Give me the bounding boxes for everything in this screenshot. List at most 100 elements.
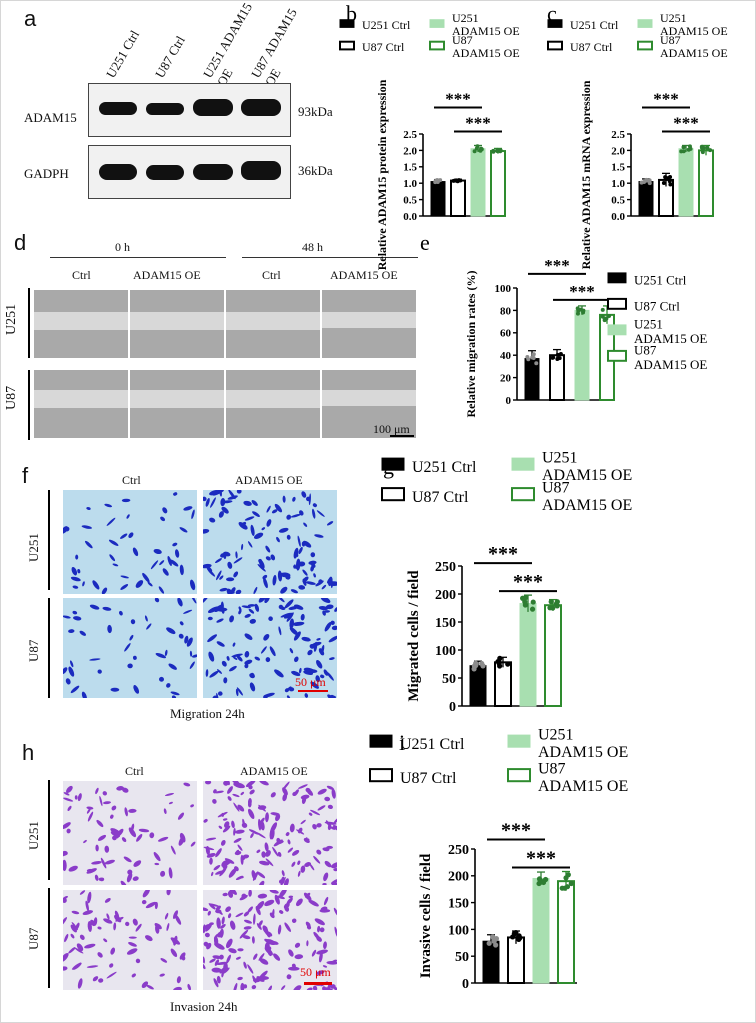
- blot-row-label: GADPH: [24, 166, 69, 181]
- legend-swatch: [511, 457, 535, 471]
- legend-label: ADAM15 OE: [542, 467, 632, 484]
- legend-swatch: [547, 19, 563, 28]
- legend-label: U251: [542, 449, 578, 466]
- bar: [698, 149, 714, 217]
- y-tick-label: 1.0: [403, 178, 417, 190]
- legend-label: U251 Ctrl: [400, 736, 465, 753]
- y-tick-label: 100: [448, 923, 469, 938]
- scale-bar: [304, 982, 332, 985]
- data-point: [438, 178, 443, 183]
- legend-label: ADAM15 OE: [452, 46, 520, 60]
- data-point: [480, 663, 486, 669]
- bar: [549, 354, 565, 402]
- panel-letter-h: h: [22, 740, 35, 765]
- data-point: [667, 179, 672, 184]
- row-rule: [28, 370, 30, 440]
- data-point: [531, 352, 536, 357]
- time-rule: [50, 257, 226, 258]
- row-rule: [48, 888, 50, 988]
- blot-band: [241, 99, 281, 116]
- y-tick-label: 2.0: [611, 145, 625, 157]
- y-tick-label: 2.5: [403, 129, 417, 141]
- legend-swatch: [547, 40, 563, 51]
- blot-band: [241, 161, 281, 180]
- cond-label: ADAM15 OE: [330, 268, 398, 282]
- bar: [574, 309, 590, 401]
- micrograph-tile: [226, 370, 320, 438]
- significance-label: ***: [673, 113, 699, 132]
- row-rule: [48, 490, 50, 590]
- legend-swatch: [507, 734, 531, 748]
- data-point: [562, 885, 568, 891]
- legend-label: U251 Ctrl: [570, 18, 619, 32]
- legend-label: U251: [452, 11, 479, 25]
- data-point: [536, 876, 543, 882]
- bar: [470, 148, 486, 217]
- data-point: [568, 880, 574, 887]
- y-tick-label: 0: [462, 977, 469, 992]
- legend-label: U251 Ctrl: [412, 459, 477, 476]
- bar: [678, 148, 694, 217]
- y-tick-label: 20: [500, 372, 512, 384]
- data-point: [647, 178, 652, 183]
- data-point: [497, 663, 503, 669]
- data-point: [491, 938, 497, 944]
- panel-letter-i: i: [399, 730, 405, 755]
- panel-letter-e: e: [420, 230, 430, 255]
- legend-label: U251 Ctrl: [362, 18, 411, 32]
- legend-swatch: [511, 487, 535, 502]
- bar: [490, 150, 506, 217]
- legend-swatch: [607, 349, 627, 362]
- bar: [507, 936, 525, 985]
- data-point: [550, 355, 555, 360]
- significance-label: ***: [445, 89, 471, 108]
- blot-row-label: ADAM15: [24, 110, 77, 125]
- legend-swatch: [507, 768, 531, 783]
- legend-swatch: [339, 40, 355, 51]
- data-point: [505, 661, 511, 667]
- legend-swatch: [381, 457, 405, 471]
- bar: [544, 604, 562, 708]
- bar: [494, 661, 512, 708]
- y-tick-label: 0: [506, 395, 512, 407]
- significance-label: ***: [465, 113, 491, 132]
- data-point: [565, 872, 571, 878]
- legend-swatch: [369, 768, 393, 783]
- legend-swatch: [381, 487, 405, 502]
- micrograph-tile: [203, 490, 337, 594]
- legend-label: U251: [660, 11, 687, 25]
- y-tick-label: 0.5: [611, 194, 625, 206]
- data-point: [486, 940, 492, 946]
- y-tick-label: 150: [435, 616, 456, 631]
- y-axis-label: Invasive cells / field: [418, 853, 434, 978]
- y-axis-label: Relative ADAM15 mRNA expression: [579, 80, 593, 269]
- data-point: [555, 352, 560, 357]
- data-point: [705, 145, 710, 150]
- legend-swatch: [607, 272, 627, 284]
- scale-bar: [390, 435, 414, 437]
- data-point: [522, 599, 528, 605]
- significance-label: ***: [569, 282, 595, 301]
- blot-band: [193, 99, 233, 116]
- data-point: [475, 144, 480, 149]
- legend-label: U87: [634, 342, 657, 357]
- bar: [638, 181, 654, 217]
- micrograph-tile: [63, 781, 197, 885]
- blot-adam15: [88, 83, 291, 137]
- blot-band: [99, 164, 137, 180]
- legend-label: ADAM15 OE: [538, 778, 628, 795]
- legend-label: U87 Ctrl: [362, 40, 405, 54]
- data-point: [555, 357, 560, 362]
- data-point: [681, 149, 686, 154]
- y-tick-label: 250: [435, 560, 456, 575]
- cond-label: ADAM15 OE: [133, 268, 201, 282]
- y-tick-label: 250: [448, 843, 469, 858]
- data-point: [497, 655, 503, 661]
- micrograph-tile: [203, 781, 337, 885]
- cond-label: Ctrl: [72, 268, 91, 282]
- significance-label: ***: [488, 543, 518, 565]
- data-point: [554, 603, 560, 609]
- data-point: [686, 147, 691, 152]
- time-label: 0 h: [115, 240, 130, 254]
